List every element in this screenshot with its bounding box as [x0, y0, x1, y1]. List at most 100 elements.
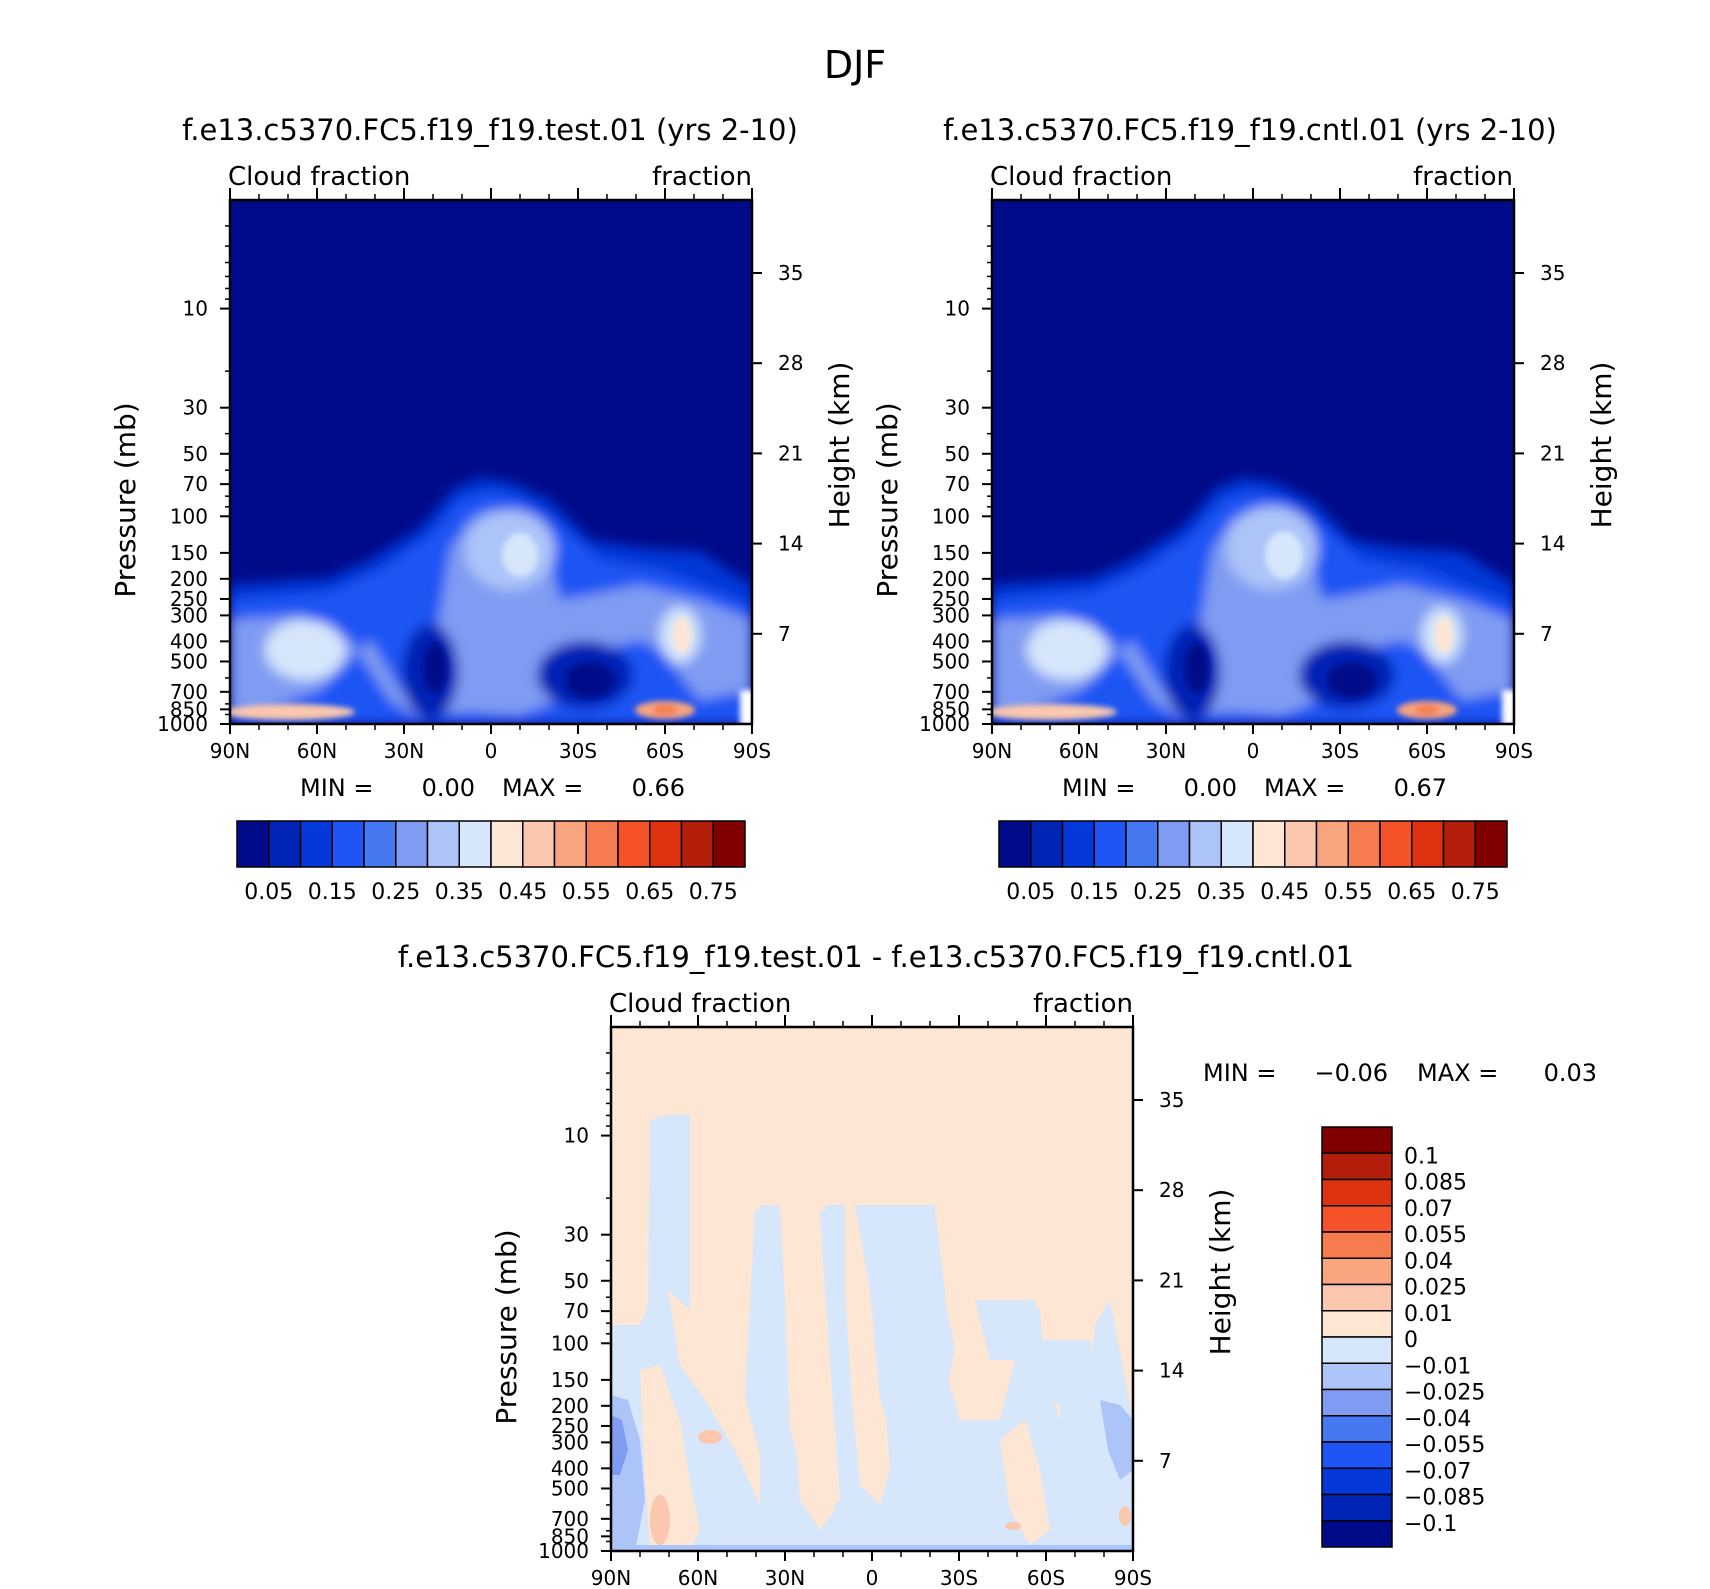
contour-band-pos001-tropics — [790, 1380, 835, 1530]
y-tick-label: 70 — [945, 472, 970, 496]
y-tick-label: 1000 — [157, 712, 208, 736]
colorbar-label: 0.025 — [1404, 1276, 1467, 1301]
colorbar-swatch — [1321, 1467, 1393, 1496]
min-value: 0.00 — [1184, 774, 1237, 802]
height-tick-label: 21 — [1540, 441, 1565, 465]
height-tick-label: 21 — [778, 441, 803, 465]
contour-core-nh-min — [423, 643, 447, 693]
y-tick-label: 200 — [170, 567, 208, 591]
y-tick-label: 250 — [170, 587, 208, 611]
height-tick-label: 35 — [1159, 1088, 1184, 1112]
contour-band-neg001-upper-d — [855, 1205, 955, 1440]
contour-lowlevel-nh — [992, 704, 1117, 720]
colorbar-label: 0.01 — [1404, 1302, 1453, 1327]
right-field-label: fraction — [1033, 989, 1133, 1019]
x-tick-label: 90S — [1495, 739, 1533, 763]
y-tick-label: 250 — [932, 587, 970, 611]
y-tick-label: 50 — [564, 1269, 589, 1293]
y-tick-label: 200 — [932, 567, 970, 591]
colorbar-swatch — [1093, 820, 1127, 868]
colorbar-label: 0.05 — [244, 880, 293, 905]
colorbar-swatch — [1321, 1205, 1393, 1233]
colorbar-swatch — [998, 820, 1032, 868]
y-tick-label: 30 — [183, 396, 208, 420]
antarctic-blank — [1502, 690, 1514, 724]
x-tick-label: 30S — [559, 739, 597, 763]
y-tick-label: 70 — [183, 472, 208, 496]
height-tick-label: 14 — [1540, 532, 1565, 556]
colorbar: 0.10.0850.070.0550.040.0250.010−0.01−0.0… — [1321, 1126, 1485, 1548]
contour-field — [611, 1027, 1133, 1551]
left-field-label: Cloud fraction — [990, 162, 1172, 192]
colorbar-swatch — [1321, 1336, 1393, 1364]
colorbar-swatch — [395, 820, 429, 868]
colorbar-swatch — [426, 820, 460, 868]
contour-lowlevel-sh-core — [1415, 705, 1439, 715]
contour-band-035-nh — [1027, 620, 1107, 680]
y-tick-label: 400 — [170, 629, 208, 653]
colorbar-swatch — [236, 820, 270, 868]
height-tick-label: 7 — [1540, 622, 1553, 646]
contour-band-035-nh — [265, 620, 345, 680]
contour-band-neg001-upper-c — [825, 1205, 845, 1320]
height-tick-label: 7 — [1159, 1449, 1172, 1473]
height-axis-title: Height (km) — [1204, 1189, 1237, 1356]
contour-field — [992, 200, 1514, 724]
colorbar-swatch — [458, 820, 492, 868]
y-axis-title: Pressure (mb) — [871, 402, 904, 597]
height-tick-label: 35 — [1540, 261, 1565, 285]
y-tick-label: 10 — [183, 297, 208, 321]
contour-band-neg001-upper-b — [760, 1205, 770, 1310]
x-tick-label: 90N — [210, 739, 250, 763]
colorbar-swatch — [1284, 820, 1318, 868]
y-tick-label: 1000 — [538, 1539, 589, 1563]
contour-band-025 — [230, 510, 752, 720]
contour-lowlevel-nh — [230, 704, 355, 720]
min-label: MIN = — [300, 774, 373, 802]
left-field-label: Cloud fraction — [228, 162, 410, 192]
y-tick-label: 700 — [170, 680, 208, 704]
colorbar-label: 0.055 — [1404, 1223, 1467, 1248]
x-tick-label: 0 — [1247, 739, 1260, 763]
y-tick-label: 50 — [183, 442, 208, 466]
colorbar-label: 0.25 — [371, 880, 420, 905]
contour-core-sh-min — [1327, 662, 1377, 698]
max-label: MAX = — [502, 774, 583, 802]
y-tick-label: 30 — [945, 396, 970, 420]
panel-title: f.e13.c5370.FC5.f19_f19.test.01 - f.e13.… — [398, 940, 1354, 974]
height-tick-label: 21 — [1159, 1268, 1184, 1292]
colorbar-label: −0.1 — [1404, 1512, 1457, 1537]
height-tick-label: 14 — [778, 532, 803, 556]
y-tick-label: 250 — [551, 1414, 589, 1438]
colorbar-swatch — [1315, 820, 1349, 868]
colorbar-swatch — [363, 820, 397, 868]
contour-core-sh-high — [673, 617, 691, 653]
colorbar-swatch — [1061, 820, 1095, 868]
axes: 1030507010015020025030040050070085010003… — [871, 188, 1618, 763]
colorbar-swatch — [268, 820, 302, 868]
colorbar-swatch — [1321, 1231, 1393, 1259]
contour-band-neg004 — [611, 1415, 628, 1475]
colorbar-label: −0.04 — [1404, 1407, 1471, 1432]
contour-field — [230, 200, 752, 724]
contour-band-neg001-upper-a — [655, 1115, 690, 1280]
colorbar-label: 0.04 — [1404, 1249, 1453, 1274]
contour-band-neg001-sh — [1060, 1360, 1080, 1420]
colorbar-swatch — [617, 820, 651, 868]
colorbar-label: 0.75 — [1451, 880, 1500, 905]
x-tick-label: 30N — [1146, 739, 1186, 763]
colorbar-swatch — [585, 820, 619, 868]
height-tick-label: 7 — [778, 622, 791, 646]
x-tick-label: 30S — [940, 1566, 978, 1589]
y-tick-label: 850 — [932, 697, 970, 721]
colorbar-label: 0.15 — [308, 880, 357, 905]
colorbar-swatch — [649, 820, 683, 868]
colorbar-label: 0.35 — [435, 880, 484, 905]
colorbar: 0.05 0.15 0.25 0.35 0.45 0.55 0.65 0.75 — [236, 820, 746, 905]
x-tick-label: 90S — [733, 739, 771, 763]
x-tick-label: 90N — [591, 1566, 631, 1589]
right-field-label: fraction — [1413, 162, 1513, 192]
y-tick-label: 70 — [564, 1299, 589, 1323]
colorbar-swatch — [1125, 820, 1159, 868]
